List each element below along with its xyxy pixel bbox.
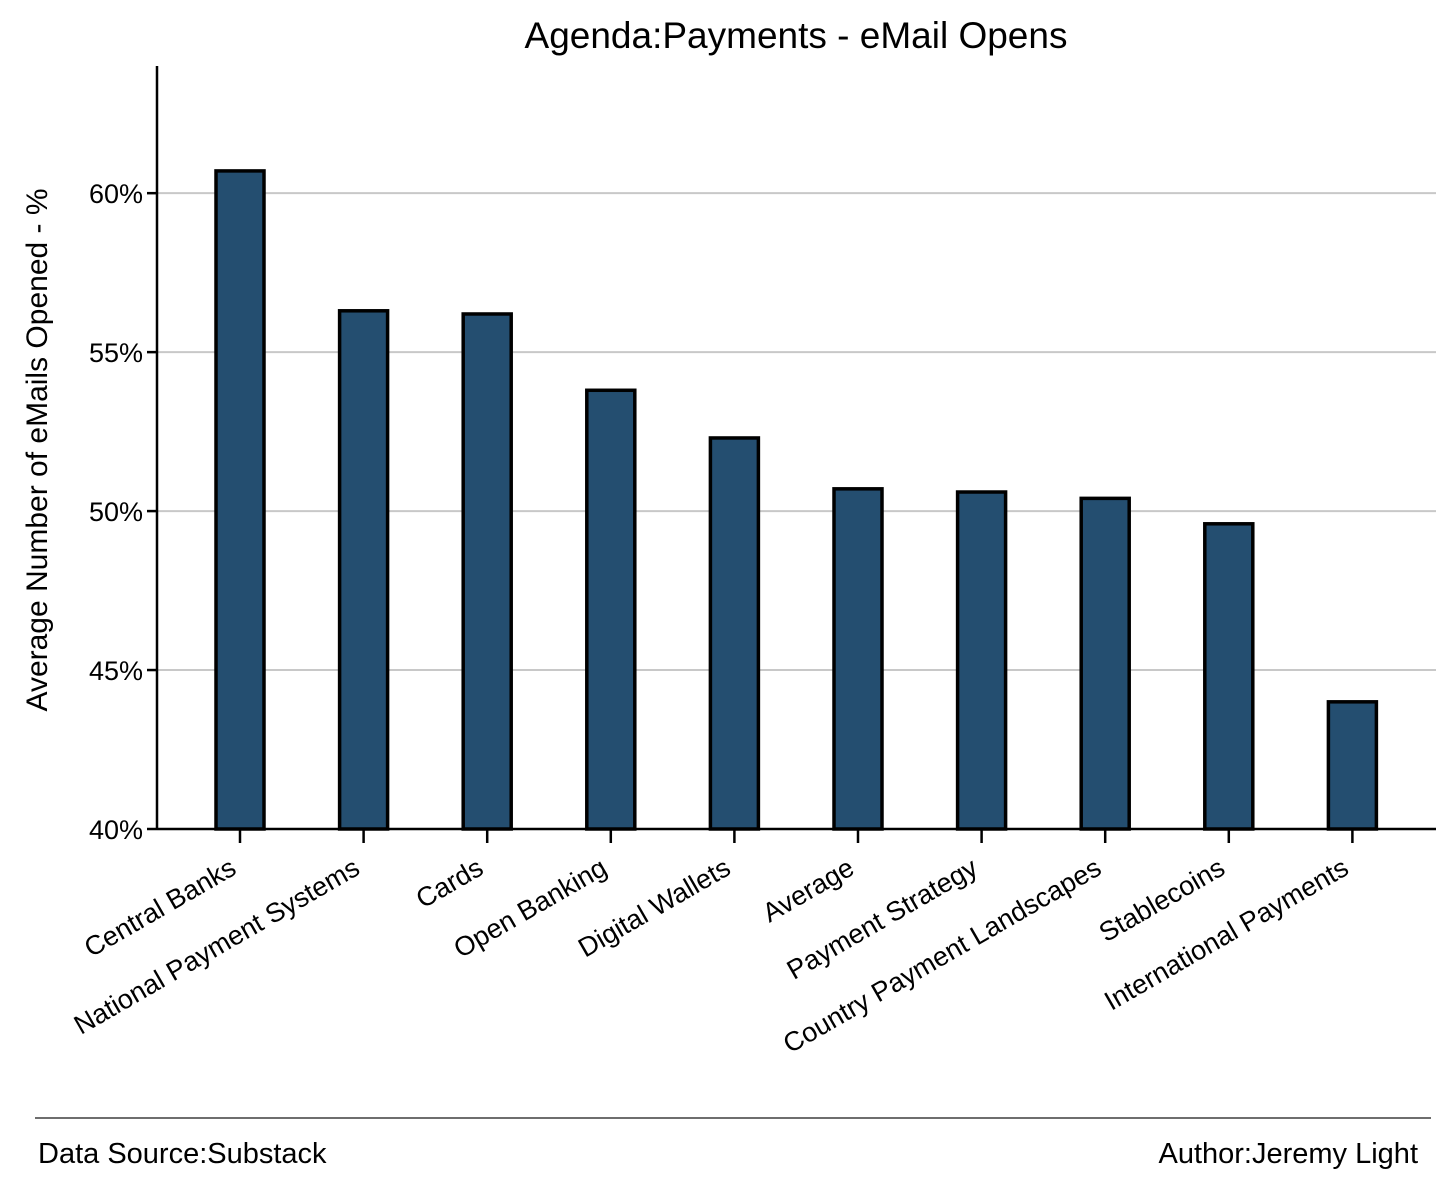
bars <box>214 169 1379 831</box>
bar <box>214 169 266 831</box>
bar <box>337 309 390 831</box>
bar <box>708 436 761 831</box>
bar <box>832 487 884 831</box>
author-note: Author:Jeremy Light <box>1158 1138 1418 1170</box>
y-axis-label: Average Number of eMails Opened - % <box>21 188 54 711</box>
y-tick-label: 40% <box>89 815 143 845</box>
chart-title: Agenda:Payments - eMail Opens <box>525 15 1068 56</box>
bar <box>1203 522 1255 831</box>
y-tick-label: 45% <box>89 656 143 686</box>
x-tick-label: Cards <box>411 852 488 914</box>
x-tick-label: Average <box>757 852 859 928</box>
bar <box>585 388 637 831</box>
y-tick-label: 60% <box>89 179 143 209</box>
y-tick-label: 55% <box>89 338 143 368</box>
data-source-note: Data Source:Substack <box>38 1138 327 1170</box>
bar <box>955 490 1008 831</box>
bar <box>1079 496 1131 831</box>
bar <box>461 312 513 831</box>
bar <box>1326 700 1379 831</box>
y-tick-label: 50% <box>89 497 143 527</box>
footer-divider <box>35 1117 1431 1119</box>
axes <box>147 66 1436 843</box>
